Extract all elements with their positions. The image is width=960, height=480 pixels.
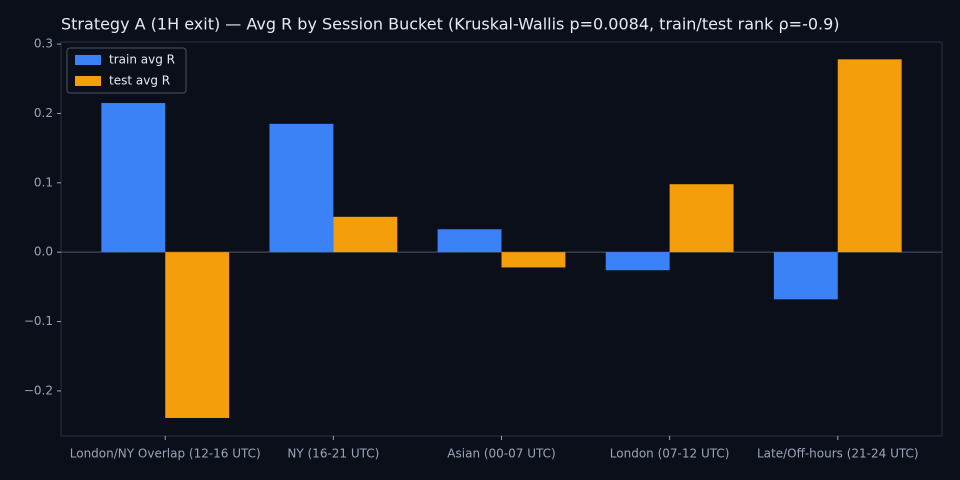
bar [165, 252, 230, 418]
y-tick-label: 0.2 [34, 106, 53, 120]
legend-swatch [75, 76, 101, 86]
bar [101, 103, 166, 253]
x-tick-label: Late/Off-hours (21-24 UTC) [757, 447, 919, 461]
y-tick-label: 0.3 [34, 37, 53, 51]
y-tick-label: −0.2 [24, 383, 53, 397]
x-tick-label: London (07-12 UTC) [610, 447, 730, 461]
legend-swatch [75, 55, 101, 65]
bar [773, 252, 838, 300]
bar [333, 216, 398, 253]
y-tick-label: −0.1 [24, 314, 53, 328]
bar [605, 252, 670, 271]
bar [269, 123, 334, 253]
bar [437, 229, 502, 253]
x-tick-label: NY (16-21 UTC) [287, 447, 379, 461]
y-tick-label: 0.0 [34, 245, 53, 259]
chart-title: Strategy A (1H exit) — Avg R by Session … [61, 15, 840, 34]
x-tick-label: London/NY Overlap (12-16 UTC) [70, 447, 261, 461]
bar [501, 252, 566, 268]
legend-label: test avg R [109, 74, 170, 88]
legend-label: train avg R [109, 53, 175, 67]
y-tick-label: 0.1 [34, 175, 53, 189]
x-tick-label: Asian (00-07 UTC) [447, 447, 555, 461]
bar [669, 184, 734, 253]
bar [837, 59, 902, 253]
